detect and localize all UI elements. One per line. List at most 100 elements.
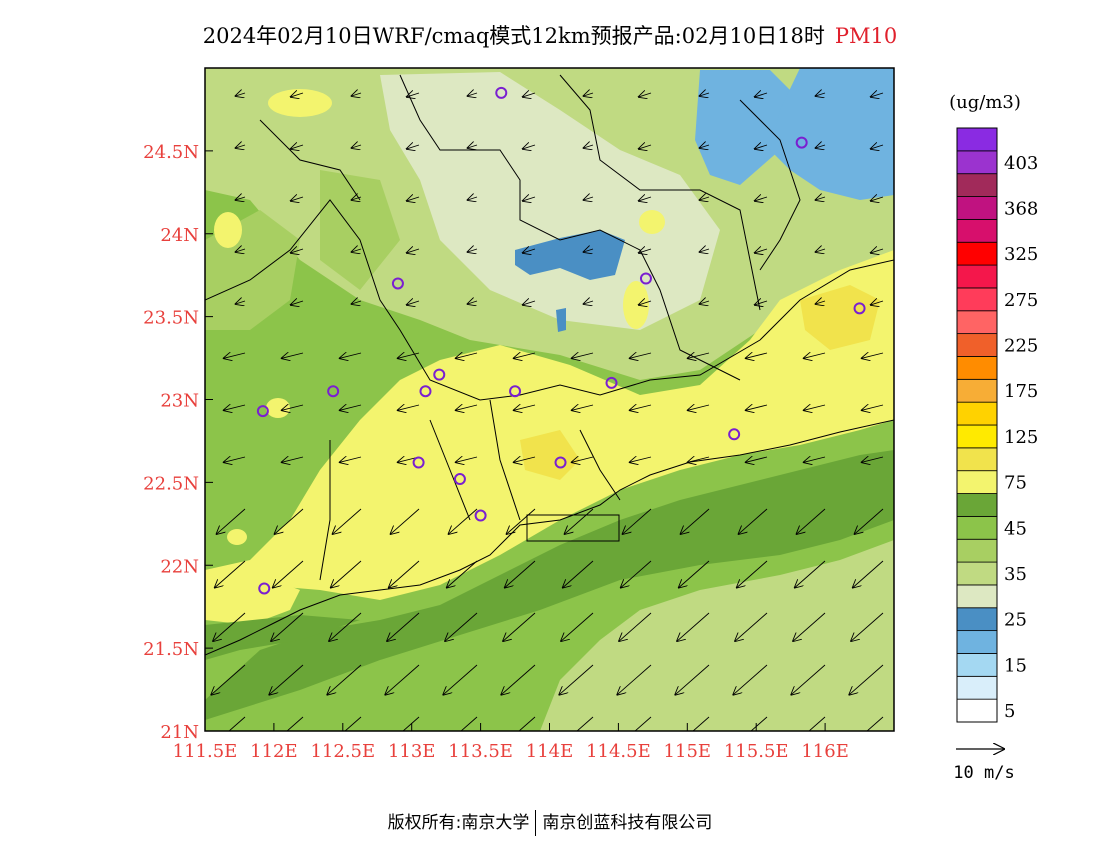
- wind-arrow: [737, 560, 768, 588]
- wind-arrow: [514, 405, 536, 410]
- x-tick-label: 114E: [526, 741, 574, 762]
- wind-arrow: [275, 508, 304, 534]
- wind-arrow: [468, 93, 478, 96]
- wind-arrow: [750, 716, 768, 731]
- footer-company: 南京创蓝科技有限公司: [542, 813, 713, 833]
- station-marker: [453, 473, 466, 486]
- colorbar-label: 368: [1004, 198, 1038, 219]
- wind-arrow: [398, 405, 420, 410]
- wind-arrow: [271, 612, 304, 641]
- y-tick-label: 23.5N: [143, 308, 199, 329]
- wind-arrow: [340, 405, 362, 410]
- y-tick-label: 24.5N: [143, 142, 199, 163]
- station-marker: [495, 86, 508, 99]
- wind-arrow: [621, 560, 652, 588]
- colorbar-bin: [956, 173, 998, 197]
- wind-arrow: [700, 145, 710, 148]
- yellow-core: [520, 430, 580, 480]
- colorbar-label: 35: [1004, 564, 1027, 585]
- y-tick-label: 22N: [160, 556, 199, 577]
- colorbar-bin: [956, 287, 998, 312]
- y-tick-label: 21.5N: [143, 639, 199, 660]
- wind-arrow: [228, 716, 246, 731]
- colorbar-bin: [956, 378, 998, 403]
- wind-arrow: [617, 664, 652, 695]
- y-tick-label: 21N: [160, 722, 199, 743]
- wind-arrow: [224, 353, 246, 358]
- wind-arrow: [468, 301, 478, 304]
- colorbar-bin: [956, 196, 998, 220]
- x-tick-label: 115.5E: [724, 741, 789, 762]
- county-line-7: [319, 440, 331, 581]
- wind-arrow: [816, 93, 826, 96]
- wind-arrow: [215, 560, 246, 588]
- wind-arrow: [523, 93, 536, 97]
- wind-arrow: [523, 145, 536, 149]
- wind-arrow: [639, 197, 652, 201]
- county-line-6: [429, 419, 471, 521]
- station-marker: [258, 582, 271, 595]
- colorbar-bin: [956, 515, 998, 540]
- wind-arrow: [871, 145, 884, 149]
- wind-arrow: [561, 612, 594, 641]
- colorbar-bin: [956, 356, 998, 380]
- y-tick-label: 22.5N: [143, 473, 199, 494]
- county-line-1: [399, 74, 741, 381]
- wind-arrow: [639, 301, 652, 305]
- wind-arrow: [224, 457, 246, 462]
- dark-green-band: [205, 450, 894, 720]
- station-marker: [605, 376, 618, 389]
- wind-arrow: [514, 457, 536, 462]
- colorbar-label: 15: [1004, 655, 1027, 676]
- wind-arrow: [746, 353, 768, 358]
- wind-arrow: [273, 560, 304, 588]
- wind-arrow: [456, 353, 478, 358]
- wind-arrow: [584, 197, 594, 200]
- wind-arrow: [755, 145, 768, 149]
- wind-arrow: [630, 405, 652, 410]
- wind-arrow: [675, 664, 710, 695]
- colorbar-bin: [956, 424, 998, 449]
- y-axis: 21N 21.5N 22N 22.5N 23N 23.5N 24N 24.5N: [143, 142, 213, 743]
- wind-arrow: [700, 93, 710, 96]
- monitoring-stations: [256, 86, 866, 595]
- blue-zone-n1: [695, 70, 800, 185]
- blue-spot: [556, 308, 566, 332]
- colorbar-bin: [956, 675, 998, 700]
- wind-arrow: [407, 301, 420, 305]
- wind-arrow: [584, 93, 594, 96]
- wind-arrow: [619, 612, 652, 641]
- wind-arrow: [468, 197, 478, 200]
- wind-arrow: [755, 93, 768, 97]
- wind-arrow: [797, 508, 826, 534]
- colorbar: (ug/m3) 5 15 25 35 45 75 125 175 225 275 325 368 403: [949, 92, 1038, 723]
- wind-arrow: [407, 249, 420, 253]
- wind-arrow: [407, 93, 420, 97]
- wind-arrow: [291, 249, 304, 253]
- wind-arrow: [523, 249, 536, 253]
- reference-vector: 10 m/s: [953, 749, 1015, 783]
- wind-arrow: [639, 145, 652, 149]
- colorbar-bin: [956, 241, 998, 266]
- colorbar-bin: [956, 561, 998, 586]
- wind-arrow: [329, 612, 362, 641]
- colorbar-label: 25: [1004, 610, 1027, 631]
- colorbar-label: 325: [1004, 244, 1038, 265]
- wind-arrow: [503, 612, 536, 641]
- wind-arrow: [623, 508, 652, 534]
- x-tick-label: 115E: [664, 741, 712, 762]
- county-line-3: [739, 99, 801, 271]
- wind-arrow: [224, 405, 246, 410]
- wind-arrow: [733, 664, 768, 695]
- wind-arrow: [804, 353, 826, 358]
- wind-arrow: [700, 301, 710, 304]
- blue-zone-ne: [770, 68, 894, 200]
- wind-arrow: [746, 457, 768, 462]
- colorbar-bin: [956, 698, 998, 723]
- wind-arrow: [507, 508, 536, 534]
- province-line: [205, 199, 894, 401]
- colorbar-label: 45: [1004, 518, 1027, 539]
- light-green-offshore: [540, 540, 894, 731]
- wind-arrow: [291, 93, 304, 97]
